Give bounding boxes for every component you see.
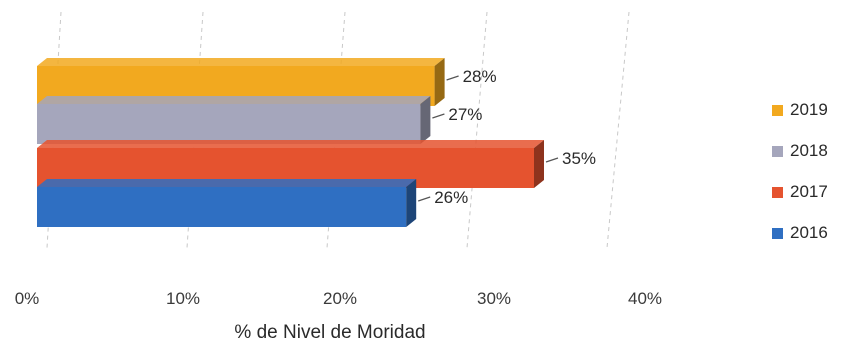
x-tick-label: 30% (477, 289, 511, 308)
legend-label: 2019 (790, 100, 828, 119)
legend-swatch (772, 105, 783, 116)
legend-label: 2017 (790, 182, 828, 201)
data-label-leader (545, 157, 559, 163)
bar-top-face (37, 58, 445, 66)
bar-top-face (37, 140, 544, 148)
data-label-2018: 27% (448, 105, 482, 124)
legend-swatch (772, 228, 783, 239)
data-label-2016: 26% (434, 188, 468, 207)
legend-swatch (772, 187, 783, 198)
bar-side-face (434, 58, 445, 106)
bar-side-face (406, 179, 417, 227)
x-axis-ticks: 0% 10% 20% 30% 40% (15, 289, 662, 308)
data-label-leader (418, 196, 431, 202)
legend-item-2019: 2019 (772, 100, 828, 119)
x-tick-label: 0% (15, 289, 40, 308)
legend-item-2018: 2018 (772, 141, 828, 160)
bar-2016 (37, 179, 417, 227)
x-tick-label: 10% (166, 289, 200, 308)
bar-side-face (420, 96, 431, 144)
x-axis-title: % de Nivel de Moridad (234, 322, 425, 343)
bars (37, 58, 544, 227)
legend-label: 2016 (790, 223, 828, 242)
legend-label: 2018 (790, 141, 828, 160)
bar-top-face (37, 96, 431, 104)
bar-front-face (37, 104, 421, 144)
gridline (606, 11, 630, 249)
x-tick-label: 40% (628, 289, 662, 308)
data-labels: 28% 27% 35% 26% (418, 67, 596, 207)
data-label-2019: 28% (463, 67, 497, 86)
legend-item-2017: 2017 (772, 182, 828, 201)
legend: 2019 2018 2017 2016 (772, 100, 828, 242)
bar-top-face (37, 179, 417, 187)
data-label-2017: 35% (562, 149, 596, 168)
data-label-leader (432, 113, 445, 119)
legend-swatch (772, 146, 783, 157)
gridline (466, 11, 488, 249)
data-label-leader (446, 75, 459, 81)
bar-front-face (37, 187, 407, 227)
legend-item-2016: 2016 (772, 223, 828, 242)
x-tick-label: 20% (323, 289, 357, 308)
bar-2018 (37, 96, 431, 144)
bar-side-face (534, 140, 544, 188)
